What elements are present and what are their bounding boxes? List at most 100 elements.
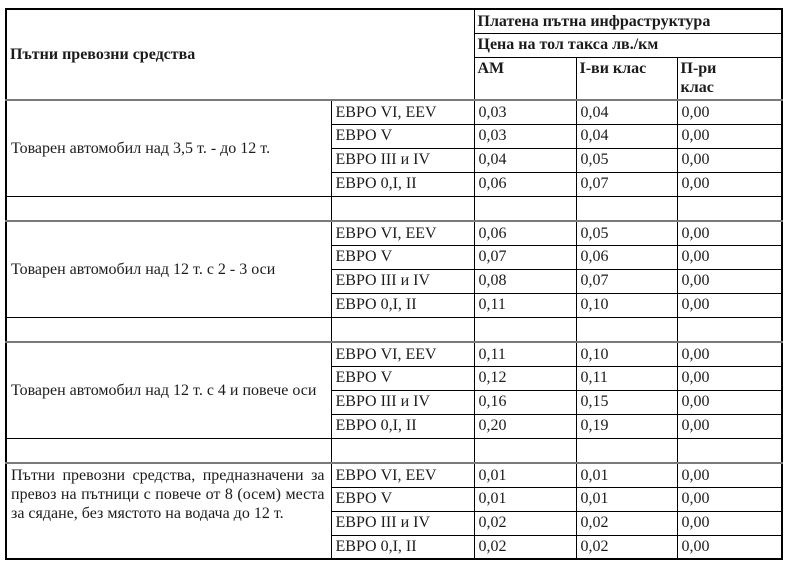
toll-value-cell: 0,01 <box>575 486 678 512</box>
vehicle-category-cell: Товарен автомобил над 12 т. с 4 и повече… <box>5 341 332 439</box>
toll-value-cell: 0,04 <box>473 147 577 173</box>
toll-value-cell: 0,10 <box>575 341 678 367</box>
table-row: ЕВРО III и IV 0,04 0,05 0,00 <box>6 147 783 173</box>
column-header-class-2: П-ри клас <box>676 56 783 101</box>
toll-value-cell: 0,11 <box>575 365 678 391</box>
spacer-cell <box>473 195 577 222</box>
table-row: ЕВРО V 0,12 0,11 0,00 <box>6 365 783 391</box>
euro-class-cell: ЕВРО 0,I, II <box>330 534 475 560</box>
vehicles-header-cell: Пътни превозни средства <box>5 8 475 101</box>
euro-class-cell: ЕВРО VI, EEV <box>330 341 475 367</box>
table-row: ЕВРО III и IV 0,02 0,02 0,00 <box>6 510 783 536</box>
spacer-cell <box>5 316 332 343</box>
toll-value-cell: 0,16 <box>473 389 577 415</box>
spacer-row <box>5 316 783 343</box>
spacer-cell <box>330 316 475 343</box>
table-row: Товарен автомобил над 12 т. с 4 и повече… <box>5 341 783 439</box>
toll-value-cell: 0,02 <box>575 510 678 536</box>
toll-value-cell: 0,00 <box>676 220 783 246</box>
spacer-cell <box>575 195 678 222</box>
header-row-3: АМ I-ви клас П-ри клас <box>6 56 783 101</box>
toll-value-cell: 0,03 <box>473 123 577 149</box>
euro-class-cell: ЕВРО III и IV <box>330 147 475 173</box>
toll-value-cell: 0,00 <box>676 171 783 197</box>
spacer-cell <box>676 437 783 464</box>
toll-value-cell: 0,12 <box>473 365 577 391</box>
toll-value-cell: 0,06 <box>473 171 577 197</box>
spacer-row <box>5 195 783 222</box>
toll-value-cell: 0,06 <box>575 244 678 270</box>
toll-value-cell: 0,02 <box>575 534 678 560</box>
spacer-cell <box>5 437 332 464</box>
spacer-row <box>5 437 783 464</box>
toll-value-cell: 0,11 <box>473 292 577 318</box>
column-header-class-1: I-ви клас <box>575 56 678 101</box>
toll-value-cell: 0,05 <box>575 147 678 173</box>
toll-value-cell: 0,07 <box>575 171 678 197</box>
spacer-cell <box>676 195 783 222</box>
vehicle-category-cell: Товарен автомобил над 12 т. с 2 - 3 оси <box>5 220 332 318</box>
toll-value-cell: 0,03 <box>473 99 577 125</box>
vehicle-category-cell: Пътни превозни средства, предназначени з… <box>5 462 332 560</box>
table-row: ЕВРО 0,I, II 0,11 0,10 0,00 <box>6 292 783 318</box>
euro-class-cell: ЕВРО 0,I, II <box>330 292 475 318</box>
toll-value-cell: 0,11 <box>473 341 577 367</box>
toll-value-cell: 0,08 <box>473 268 577 294</box>
table-row: ЕВРО III и IV 0,16 0,15 0,00 <box>6 389 783 415</box>
table-row: ЕВРО III и IV 0,08 0,07 0,00 <box>6 268 783 294</box>
toll-value-cell: 0,01 <box>575 462 678 488</box>
euro-class-cell: ЕВРО 0,I, II <box>330 413 475 439</box>
table-row: ЕВРО 0,I, II 0,20 0,19 0,00 <box>6 413 783 439</box>
spacer-cell <box>676 316 783 343</box>
table-row: Пътни превозни средства, предназначени з… <box>5 462 783 560</box>
toll-value-cell: 0,00 <box>676 99 783 125</box>
toll-value-cell: 0,00 <box>676 389 783 415</box>
table-row: ЕВРО 0,I, II 0,02 0,02 0,00 <box>6 534 783 560</box>
spacer-cell <box>575 316 678 343</box>
toll-value-cell: 0,00 <box>676 462 783 488</box>
euro-class-cell: ЕВРО 0,I, II <box>330 171 475 197</box>
toll-value-cell: 0,07 <box>473 244 577 270</box>
toll-value-cell: 0,04 <box>575 123 678 149</box>
header-row-2: Цена на тол такса лв./км <box>6 32 783 58</box>
toll-value-cell: 0,00 <box>676 413 783 439</box>
euro-class-cell: ЕВРО III и IV <box>330 268 475 294</box>
toll-value-cell: 0,01 <box>473 486 577 512</box>
toll-value-cell: 0,02 <box>473 534 577 560</box>
toll-rates-table: Пътни превозни средства Платена пътна ин… <box>5 8 783 560</box>
toll-value-cell: 0,19 <box>575 413 678 439</box>
euro-class-cell: ЕВРО V <box>330 365 475 391</box>
toll-value-cell: 0,00 <box>676 486 783 512</box>
spacer-cell <box>330 437 475 464</box>
toll-value-cell: 0,04 <box>575 99 678 125</box>
euro-class-cell: ЕВРО III и IV <box>330 389 475 415</box>
vehicle-category-cell: Товарен автомобил над 3,5 т. - до 12 т. <box>5 99 332 197</box>
toll-value-cell: 0,07 <box>575 268 678 294</box>
toll-value-cell: 0,00 <box>676 268 783 294</box>
infrastructure-header-cell: Платена пътна инфраструктура <box>473 8 783 34</box>
toll-value-cell: 0,06 <box>473 220 577 246</box>
euro-class-cell: ЕВРО V <box>330 244 475 270</box>
toll-value-cell: 0,00 <box>676 147 783 173</box>
euro-class-cell: ЕВРО VI, EEV <box>330 220 475 246</box>
table-row: ЕВРО V 0,07 0,06 0,00 <box>6 244 783 270</box>
spacer-cell <box>575 437 678 464</box>
spacer-cell <box>5 195 332 222</box>
toll-value-cell: 0,00 <box>676 341 783 367</box>
toll-value-cell: 0,00 <box>676 534 783 560</box>
toll-value-cell: 0,00 <box>676 123 783 149</box>
toll-value-cell: 0,20 <box>473 413 577 439</box>
table-row: Товарен автомобил над 3,5 т. - до 12 т. … <box>5 99 783 197</box>
toll-value-cell: 0,02 <box>473 510 577 536</box>
header-row-1: Пътни превозни средства Платена пътна ин… <box>5 8 783 101</box>
euro-class-cell: ЕВРО III и IV <box>330 510 475 536</box>
toll-value-cell: 0,00 <box>676 292 783 318</box>
table-row: Товарен автомобил над 12 т. с 2 - 3 оси … <box>5 220 783 318</box>
euro-class-cell: ЕВРО VI, EEV <box>330 462 475 488</box>
toll-value-cell: 0,00 <box>676 244 783 270</box>
toll-value-cell: 0,05 <box>575 220 678 246</box>
euro-class-cell: ЕВРО VI, EEV <box>330 99 475 125</box>
euro-class-cell: ЕВРО V <box>330 123 475 149</box>
spacer-cell <box>473 437 577 464</box>
